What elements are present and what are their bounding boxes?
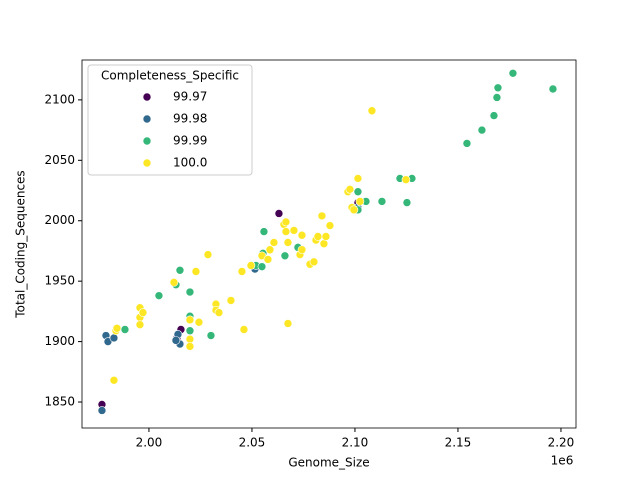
y-tick-label: 1850 xyxy=(44,395,75,409)
point xyxy=(175,265,185,275)
x-tick-label: 2.15 xyxy=(445,436,472,450)
point xyxy=(402,198,412,207)
legend-marker xyxy=(142,158,152,168)
point xyxy=(185,315,195,325)
x-offset-label: 1e6 xyxy=(551,454,574,468)
point xyxy=(246,261,256,270)
point xyxy=(309,257,319,267)
point xyxy=(493,83,503,93)
point xyxy=(462,139,472,148)
y-tick-label: 2050 xyxy=(44,153,75,167)
legend-marker xyxy=(142,114,152,124)
x-tick-label: 2.20 xyxy=(548,436,575,450)
point xyxy=(281,217,291,227)
y-tick-label: 1900 xyxy=(44,334,75,348)
point xyxy=(313,232,323,241)
point xyxy=(138,308,148,317)
point xyxy=(171,336,181,345)
point xyxy=(297,230,307,240)
point xyxy=(214,308,224,317)
point xyxy=(237,267,247,276)
plot-frame xyxy=(81,59,577,429)
point xyxy=(274,209,284,218)
point xyxy=(325,221,335,230)
point xyxy=(185,334,195,344)
point xyxy=(203,250,213,259)
point xyxy=(185,326,195,336)
point xyxy=(169,278,179,287)
point xyxy=(508,68,518,78)
point xyxy=(263,255,273,264)
point xyxy=(377,197,387,206)
point xyxy=(97,406,107,415)
point xyxy=(154,291,164,300)
point xyxy=(489,111,499,120)
point xyxy=(345,185,355,194)
x-axis-label: Genome_Size xyxy=(288,456,369,470)
x-tick-label: 2.00 xyxy=(136,436,163,450)
legend-label: 99.99 xyxy=(173,134,207,148)
point xyxy=(401,175,411,184)
legend-label: 100.0 xyxy=(173,156,207,170)
point xyxy=(269,238,279,247)
point xyxy=(321,232,331,241)
point xyxy=(355,197,365,206)
point xyxy=(120,325,130,334)
point xyxy=(257,262,267,271)
point xyxy=(317,211,327,221)
point xyxy=(289,226,299,235)
y-axis-label: Total_Coding_Sequences xyxy=(14,170,28,318)
point xyxy=(349,205,359,215)
legend-frame xyxy=(87,64,253,176)
point xyxy=(109,333,119,343)
point xyxy=(109,375,119,385)
point xyxy=(319,239,329,248)
point xyxy=(239,325,249,334)
point xyxy=(477,125,487,135)
point xyxy=(283,319,293,328)
point xyxy=(265,245,275,255)
y-tick-label: 2100 xyxy=(44,92,75,106)
point xyxy=(281,227,291,236)
point xyxy=(548,84,558,94)
point xyxy=(297,245,307,255)
x-tick-label: 2.10 xyxy=(342,436,369,450)
point xyxy=(259,227,269,236)
x-tick-label: 2.05 xyxy=(239,436,266,450)
point xyxy=(492,93,502,102)
legend-marker xyxy=(142,92,152,102)
point xyxy=(283,238,293,247)
point xyxy=(226,296,236,305)
legend: Completeness_Specific 99.97 99.98 99.99 100… xyxy=(87,64,253,176)
point xyxy=(194,317,204,327)
legend-title: Completeness_Specific xyxy=(101,69,239,83)
point xyxy=(206,331,216,340)
point xyxy=(185,287,195,297)
legend-label: 99.98 xyxy=(173,112,207,126)
point xyxy=(135,320,145,329)
point xyxy=(185,342,195,351)
point xyxy=(191,267,201,276)
point xyxy=(280,251,290,261)
legend-marker xyxy=(142,136,152,146)
legend-label: 99.97 xyxy=(173,90,207,104)
y-tick-label: 2000 xyxy=(44,213,75,227)
point xyxy=(367,106,377,116)
point xyxy=(353,174,363,183)
point xyxy=(353,187,363,197)
point xyxy=(112,323,122,333)
y-tick-label: 1950 xyxy=(44,274,75,288)
